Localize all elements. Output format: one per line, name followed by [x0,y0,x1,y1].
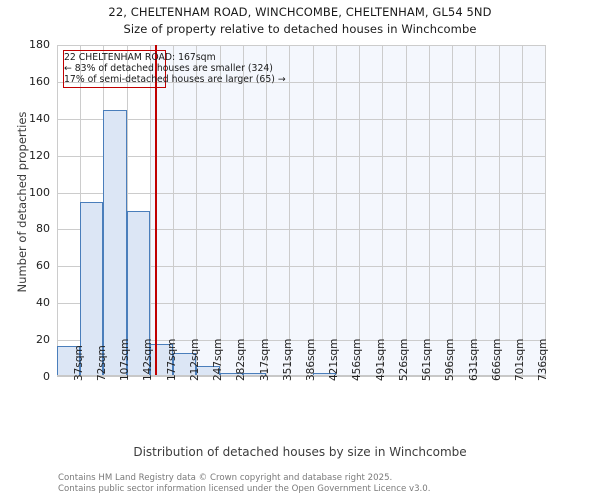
annotation-line-3: 17% of semi-detached houses are larger (… [64,74,286,86]
gridline-v [196,45,198,377]
plot-area [57,45,546,377]
x-tick-label: 282sqm [235,338,248,381]
gridline-h [57,266,545,268]
gridline-v [289,45,291,377]
y-axis-label-wrap: Number of detached properties [2,45,29,377]
x-axis-label: Distribution of detached houses by size … [133,445,467,459]
x-tick-label: 526sqm [397,338,410,381]
annotation-line-1: 22 CHELTENHAM ROAD: 167sqm [64,52,216,63]
x-tick-label: 736sqm [537,338,550,381]
x-tick-label: 107sqm [119,338,132,381]
gridline-v [545,45,546,377]
chart-subtitle: Size of property relative to detached ho… [123,22,477,36]
gridline-v [149,45,151,377]
y-tick-label: 80 [36,222,50,236]
y-tick-label: 140 [29,111,50,125]
x-tick-label: 386sqm [305,338,317,381]
footer-line-2: Contains public sector information licen… [58,483,431,494]
x-tick-label: 317sqm [258,338,271,381]
annotation-line-2: ← 83% of detached houses are smaller (32… [64,63,273,75]
x-tick-label: 142sqm [142,338,155,381]
gridline-h [57,45,545,46]
y-tick-label: 120 [29,148,50,162]
gridline-h [57,229,545,231]
chart-title-block: 22, CHELTENHAM ROAD, WINCHCOMBE, CHELTEN… [0,0,600,36]
x-tick-label: 177sqm [165,338,178,381]
gridline-v [452,45,454,377]
gridline-h [57,192,545,194]
gridline-v [335,45,337,377]
gridline-h [57,81,545,83]
y-tick-label: 0 [43,370,50,383]
gridline-h [57,118,545,120]
gridline-v [521,45,523,377]
gridline-v [242,45,244,377]
x-tick-label: 456sqm [351,338,364,381]
x-tick-label: 631sqm [467,338,480,381]
gridline-v [359,45,361,377]
x-tick-label: 212sqm [188,338,201,381]
gridline-v [498,45,500,377]
y-tick-label: 20 [36,333,50,347]
annotation-box: 22 CHELTENHAM ROAD: 167sqm ← 83% of deta… [63,50,286,88]
x-tick-label: 247sqm [212,338,225,381]
footer: Contains HM Land Registry data © Crown c… [58,473,598,494]
gridline-v [428,45,430,377]
x-tick-label: 37sqm [72,345,85,381]
gridline-v [475,45,477,377]
gridline-v [312,45,314,377]
gridline-h [57,340,545,342]
gridline-v [382,45,384,377]
x-tick-label: 72sqm [95,345,108,381]
x-axis-line [57,375,545,377]
gridline-h [57,155,545,157]
page-title: 22, CHELTENHAM ROAD, WINCHCOMBE, CHELTEN… [108,5,492,19]
gridline-v [219,45,221,377]
bar [103,109,127,377]
shaded-region [149,45,545,377]
gridline-v [405,45,407,377]
footer-line-1: Contains HM Land Registry data © Crown c… [58,473,393,483]
property-marker-line [154,45,157,377]
x-tick-label: 701sqm [514,338,527,381]
x-tick-label: 421sqm [328,338,341,381]
gridline-v [57,45,58,377]
x-tick-label: 351sqm [281,338,294,381]
y-tick-label: 160 [29,74,50,88]
gridline-h [57,303,545,305]
y-tick-label: 60 [36,259,50,273]
gridline-v [266,45,268,377]
gridline-v [173,45,175,377]
y-tick-label: 40 [36,296,50,310]
y-axis-label: Number of detached properties [15,111,29,293]
y-tick-label: 100 [29,185,50,199]
y-tick-label: 180 [29,38,50,51]
x-tick-label: 561sqm [421,338,434,381]
x-tick-label: 596sqm [444,338,457,381]
x-tick-label: 666sqm [490,338,503,381]
x-tick-label: 491sqm [374,338,387,381]
